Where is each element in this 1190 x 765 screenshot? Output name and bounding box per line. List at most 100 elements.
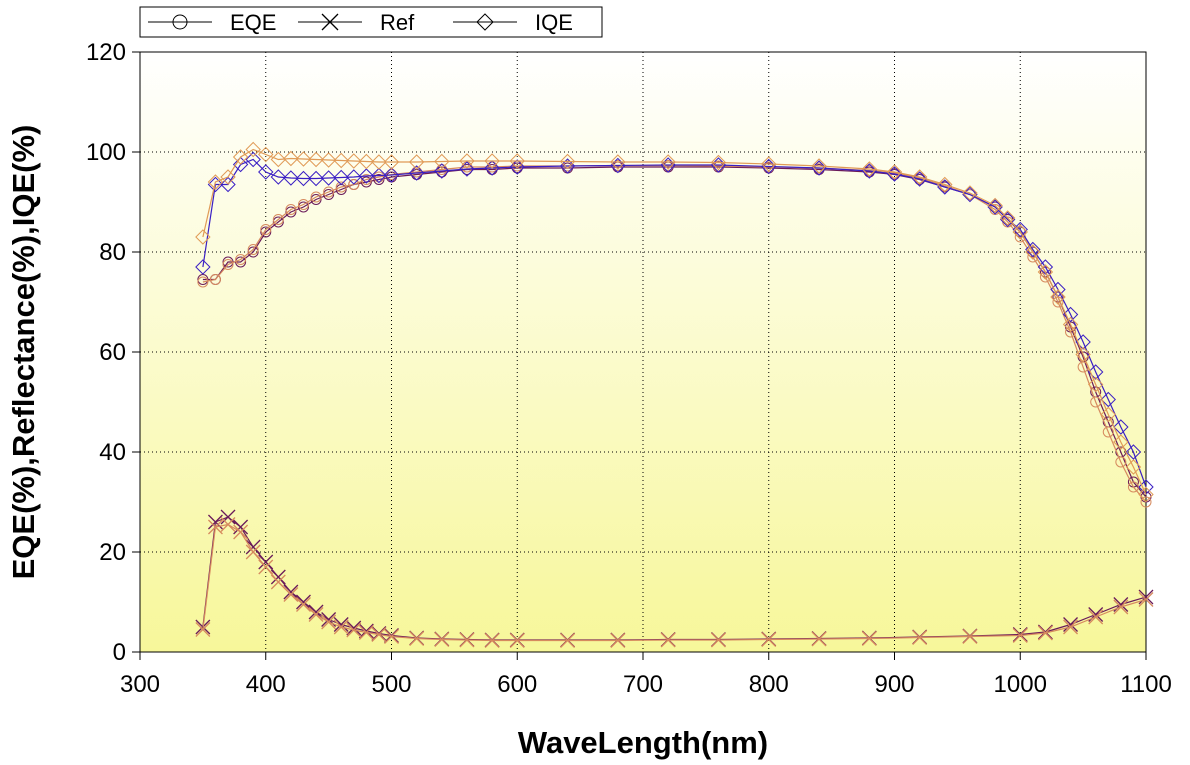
data-point	[245, 544, 261, 560]
data-point	[1125, 459, 1142, 475]
legend-item-eqe: EQE	[148, 10, 276, 35]
data-point	[260, 226, 272, 238]
data-point	[272, 216, 284, 228]
data-point	[222, 259, 234, 270]
data-point	[245, 151, 261, 168]
data-point	[346, 169, 362, 185]
data-point	[383, 154, 400, 170]
data-point	[484, 160, 500, 176]
data-point	[610, 633, 626, 648]
data-point	[260, 224, 272, 235]
data-point	[270, 151, 287, 168]
data-point	[987, 197, 1003, 214]
data-point	[283, 150, 299, 167]
y-tick-label: 0	[113, 639, 126, 666]
y-tick-label: 120	[86, 39, 126, 66]
data-point	[1113, 599, 1129, 615]
data-point	[308, 151, 324, 168]
y-tick-label: 60	[99, 339, 126, 366]
data-point	[270, 574, 286, 590]
data-point	[610, 157, 626, 174]
data-point	[285, 204, 297, 215]
data-point	[1025, 244, 1041, 260]
legend-item-ref: Ref	[298, 10, 415, 35]
data-point	[1063, 617, 1079, 632]
legend-label: IQE	[535, 10, 573, 35]
data-point	[1012, 224, 1028, 240]
data-point	[232, 156, 249, 173]
data-point	[209, 274, 221, 285]
x-tick-label: 300	[120, 671, 160, 698]
data-point	[333, 152, 349, 169]
data-point	[346, 153, 362, 169]
data-point	[509, 633, 525, 648]
data-point	[285, 206, 297, 218]
data-point	[358, 623, 374, 639]
data-point	[509, 159, 525, 175]
data-point	[459, 161, 475, 177]
series-line	[202, 148, 1147, 495]
x-tick-label: 600	[497, 671, 537, 698]
data-point	[333, 617, 349, 632]
legend-item-iqe: IQE	[453, 10, 573, 35]
data-point	[233, 524, 249, 540]
data-point	[1063, 619, 1079, 635]
data-point	[1062, 306, 1079, 323]
data-point	[258, 164, 274, 180]
data-point	[459, 632, 475, 648]
data-point	[1138, 592, 1154, 607]
data-point	[434, 163, 450, 179]
data-point	[295, 151, 312, 167]
data-point	[999, 210, 1016, 226]
data-point	[408, 165, 425, 181]
data-point	[233, 519, 249, 535]
data-point	[295, 170, 312, 187]
data-point	[232, 149, 249, 165]
data-point	[434, 632, 450, 647]
x-tick-label: 800	[749, 671, 789, 698]
data-point	[761, 632, 777, 647]
data-point	[861, 631, 877, 646]
data-point	[559, 153, 576, 170]
x-tick-label: 400	[246, 671, 286, 698]
data-point	[1075, 346, 1091, 363]
data-point	[195, 259, 211, 275]
data-point	[308, 170, 324, 187]
data-point	[1140, 496, 1152, 508]
data-point	[297, 199, 309, 210]
x-axis-title: WaveLength(nm)	[518, 725, 768, 760]
data-point	[197, 276, 209, 288]
data-point	[245, 141, 261, 158]
data-point	[371, 627, 387, 642]
data-point	[220, 176, 236, 193]
data-point	[484, 153, 500, 169]
data-point	[220, 509, 236, 525]
series-layer	[195, 141, 1154, 648]
data-point	[358, 625, 374, 640]
data-point	[411, 166, 423, 178]
legend-label: EQE	[230, 10, 276, 35]
data-point	[761, 156, 777, 172]
data-point	[373, 174, 385, 185]
data-point	[320, 152, 337, 168]
series-iqe-secondary	[195, 141, 1154, 503]
data-point	[195, 229, 211, 245]
data-point	[384, 629, 399, 644]
data-point	[1113, 434, 1129, 450]
y-tick-label: 20	[99, 539, 126, 566]
data-point	[1025, 241, 1041, 258]
data-point	[937, 176, 953, 193]
series-ref-secondary	[195, 517, 1154, 648]
data-point	[987, 199, 1003, 215]
data-point	[962, 629, 978, 644]
data-point	[811, 631, 827, 647]
data-point	[1100, 391, 1116, 408]
data-point	[660, 157, 676, 173]
data-point	[283, 587, 299, 602]
data-point	[712, 160, 724, 172]
x-tick-label: 500	[371, 671, 411, 698]
data-point	[235, 254, 247, 265]
y-tick-label: 40	[99, 439, 126, 466]
data-point	[1088, 609, 1104, 625]
